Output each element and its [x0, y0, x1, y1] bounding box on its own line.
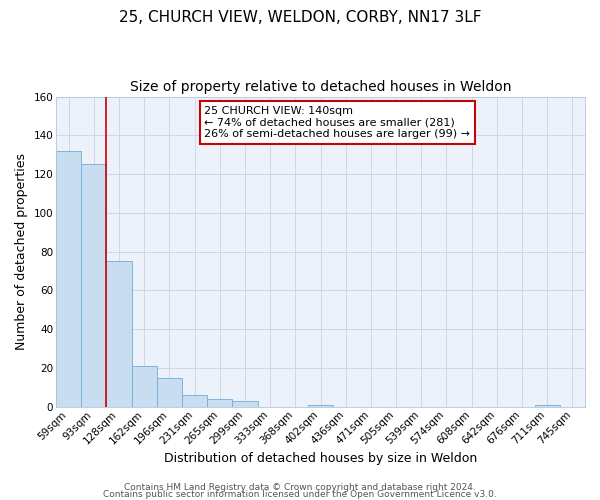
Bar — [81, 164, 106, 407]
Bar — [106, 262, 131, 407]
Y-axis label: Number of detached properties: Number of detached properties — [15, 153, 28, 350]
Bar — [56, 151, 81, 407]
Text: Contains HM Land Registry data © Crown copyright and database right 2024.: Contains HM Land Registry data © Crown c… — [124, 484, 476, 492]
Bar — [157, 378, 182, 407]
Text: 25, CHURCH VIEW, WELDON, CORBY, NN17 3LF: 25, CHURCH VIEW, WELDON, CORBY, NN17 3LF — [119, 10, 481, 25]
Text: Contains public sector information licensed under the Open Government Licence v3: Contains public sector information licen… — [103, 490, 497, 499]
Title: Size of property relative to detached houses in Weldon: Size of property relative to detached ho… — [130, 80, 511, 94]
Bar — [131, 366, 157, 407]
X-axis label: Distribution of detached houses by size in Weldon: Distribution of detached houses by size … — [164, 452, 477, 465]
Bar — [232, 401, 257, 407]
Bar — [207, 399, 232, 407]
Bar — [535, 405, 560, 407]
Bar — [182, 395, 207, 407]
Bar — [308, 405, 333, 407]
Text: 25 CHURCH VIEW: 140sqm
← 74% of detached houses are smaller (281)
26% of semi-de: 25 CHURCH VIEW: 140sqm ← 74% of detached… — [204, 106, 470, 139]
